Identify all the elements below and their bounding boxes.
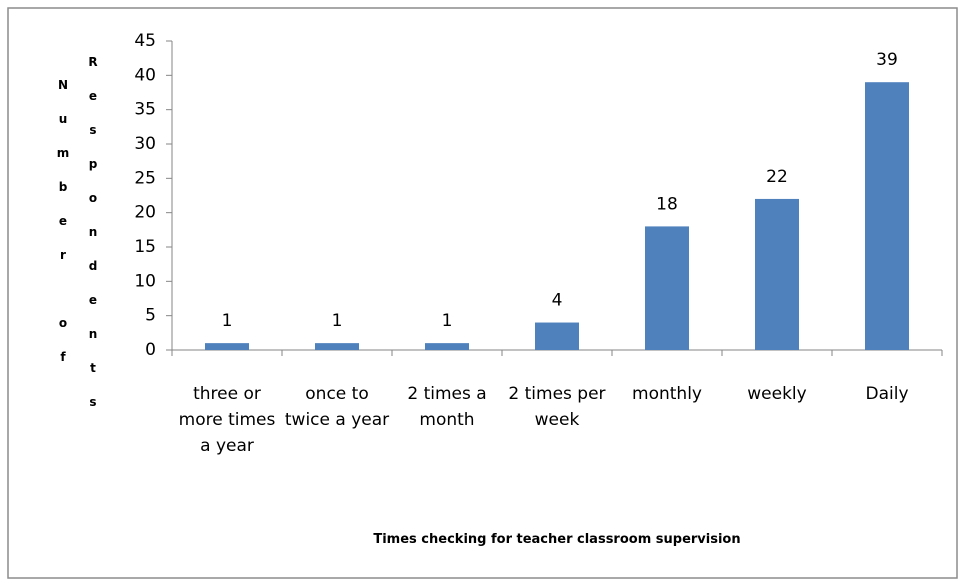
y-axis-label: Number of Respondents bbox=[56, 55, 100, 429]
bar bbox=[645, 226, 689, 350]
bar bbox=[865, 82, 909, 350]
x-tick-label: 2 times a month bbox=[407, 384, 487, 430]
x-axis-label: Times checking for teacher classroom sup… bbox=[373, 532, 741, 547]
x-tick-label: Daily bbox=[865, 384, 909, 404]
bar bbox=[425, 343, 469, 350]
y-tick-label: 45 bbox=[134, 31, 156, 51]
y-tick-label: 20 bbox=[134, 203, 156, 223]
y-tick-label: 25 bbox=[134, 168, 156, 188]
bar bbox=[315, 343, 359, 350]
x-tick-label: weekly bbox=[747, 384, 807, 404]
x-tick-label: once to twice a year bbox=[284, 384, 390, 430]
y-tick-label: 15 bbox=[134, 237, 156, 257]
data-label: 22 bbox=[766, 167, 788, 187]
y-tick-label: 0 bbox=[145, 340, 156, 360]
x-tick-label: three or more times a year bbox=[178, 384, 276, 456]
y-tick-label: 5 bbox=[145, 306, 156, 326]
bar bbox=[755, 198, 799, 350]
y-tick-label: 30 bbox=[134, 134, 156, 154]
data-label: 1 bbox=[222, 311, 233, 331]
data-label: 1 bbox=[332, 311, 343, 331]
x-tick-label: 2 times per week bbox=[508, 384, 606, 430]
data-label: 4 bbox=[552, 291, 563, 311]
data-label: 1 bbox=[442, 311, 453, 331]
bar bbox=[205, 343, 249, 350]
y-tick-label: 40 bbox=[134, 65, 156, 85]
data-label: 18 bbox=[656, 194, 678, 214]
chart-border bbox=[7, 7, 958, 579]
bar bbox=[535, 322, 579, 350]
y-tick-label: 10 bbox=[134, 271, 156, 291]
y-tick-label: 35 bbox=[134, 100, 156, 120]
x-tick-label: monthly bbox=[632, 384, 702, 404]
data-label: 39 bbox=[876, 50, 898, 70]
